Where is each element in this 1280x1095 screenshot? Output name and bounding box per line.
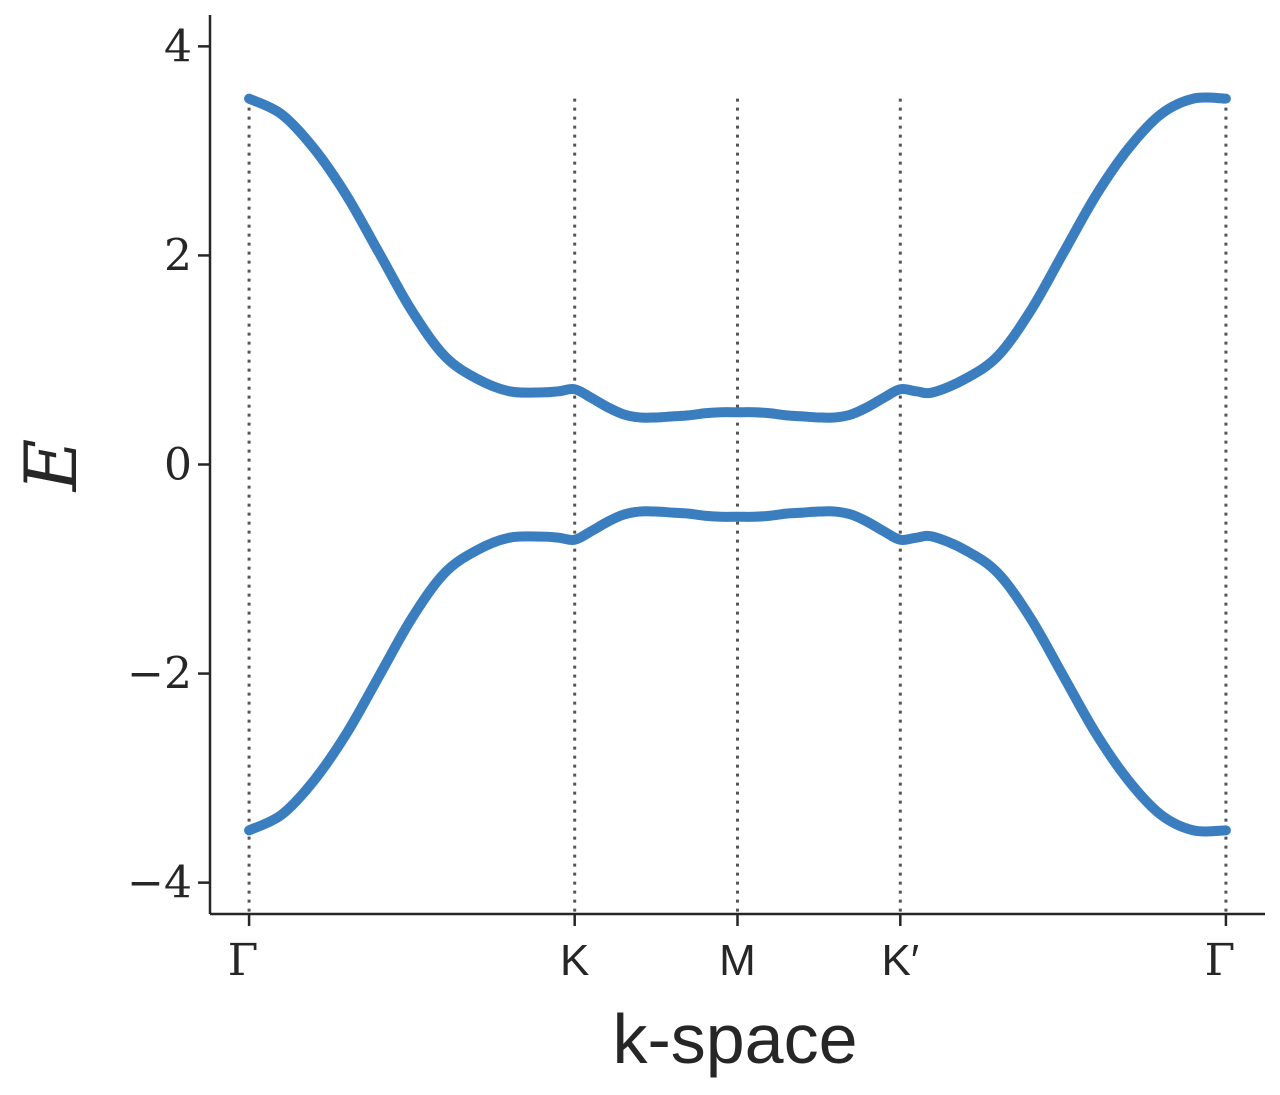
upper-band-line	[244, 92, 1231, 423]
x-tick-label: Γ	[228, 935, 259, 986]
y-axis-title: E	[9, 439, 93, 494]
x-tick-label: Γ	[1205, 935, 1236, 986]
y-tick-label: −4	[127, 858, 192, 909]
x-tick-label: M	[719, 936, 756, 985]
x-axis-title: k-space	[612, 1000, 857, 1078]
y-tick-label: 4	[164, 21, 192, 72]
y-ticks: 4 2 0 −2 −4	[127, 21, 210, 909]
y-tick-label: 0	[164, 440, 192, 491]
x-tick-label: K	[560, 936, 589, 985]
lower-band-line	[244, 506, 1231, 837]
vertical-guides	[247, 98, 1228, 914]
y-tick-label: 2	[164, 230, 192, 281]
band-series	[244, 92, 1231, 837]
y-tick-label: −2	[127, 649, 192, 700]
x-ticks: Γ K M K′ Γ	[228, 914, 1235, 986]
x-tick-label: K′	[882, 936, 920, 985]
axes	[208, 15, 1265, 916]
